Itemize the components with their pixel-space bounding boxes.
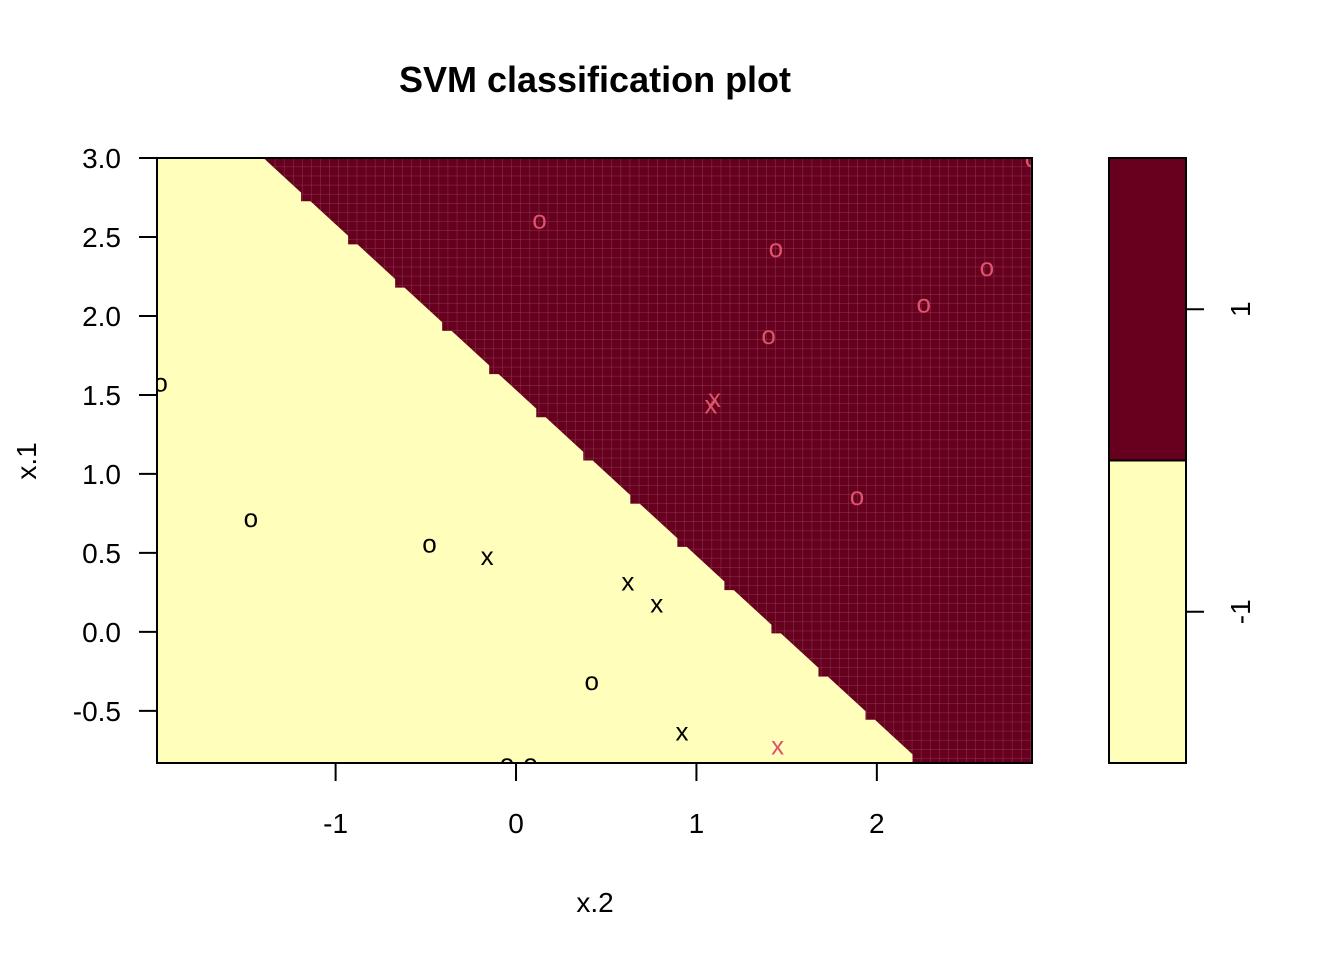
data-point-s1-4: o <box>761 320 775 350</box>
y-tick-label: 3.0 <box>82 143 121 174</box>
y-axis-label: x.1 <box>11 442 42 479</box>
data-point-s0-2: o <box>422 528 436 558</box>
data-point-s1-5: x <box>708 383 721 413</box>
data-point-s1-3: o <box>917 288 931 318</box>
data-point-s1-6: x <box>704 389 717 419</box>
legend: 1 -1 <box>1108 157 1256 764</box>
x-axis-label: x.2 <box>576 887 613 918</box>
data-point-s1-1: o <box>769 233 783 263</box>
legend-swatch-0 <box>1108 157 1187 462</box>
data-point-s0-4: x <box>621 566 634 596</box>
data-point-s1-0: o <box>532 205 546 235</box>
y-tick-label: 0.0 <box>82 617 121 648</box>
legend-label-0: 1 <box>1225 301 1256 317</box>
x-axis: -1 0 1 2 <box>323 762 885 839</box>
data-point-s1-7: o <box>850 481 864 511</box>
y-axis: 3.0 2.5 2.0 1.5 1.0 0.5 0.0 -0.5 <box>73 143 158 727</box>
data-point-s1-9: x <box>771 731 784 761</box>
y-tick-label: 2.0 <box>82 301 121 332</box>
data-point-s0-0: o <box>153 367 167 397</box>
data-point-s0-6: o <box>585 666 599 696</box>
data-point-s0-5: x <box>650 588 663 618</box>
data-point-s1-2: o <box>980 252 994 282</box>
legend-swatch-1 <box>1108 459 1187 764</box>
y-tick-label: 1.0 <box>82 459 121 490</box>
y-tick-label: -0.5 <box>73 696 121 727</box>
x-tick-label: -1 <box>323 808 348 839</box>
data-point-s0-7: x <box>676 716 689 746</box>
legend-label-1: -1 <box>1225 599 1256 624</box>
data-point-s0-3: x <box>481 541 494 571</box>
data-point-s0-1: o <box>244 503 258 533</box>
y-tick-label: 1.5 <box>82 380 121 411</box>
region-class-1-grid <box>263 158 1032 763</box>
x-tick-label: 0 <box>508 808 524 839</box>
y-tick-label: 2.5 <box>82 222 121 253</box>
x-tick-label: 1 <box>689 808 705 839</box>
data-point-s0-8: o <box>500 748 514 778</box>
x-tick-label: 2 <box>869 808 885 839</box>
data-point-s1-8: o <box>1025 143 1039 173</box>
data-point-s0-9: o <box>523 748 537 778</box>
y-tick-label: 0.5 <box>82 538 121 569</box>
chart-title: SVM classification plot <box>399 59 791 100</box>
